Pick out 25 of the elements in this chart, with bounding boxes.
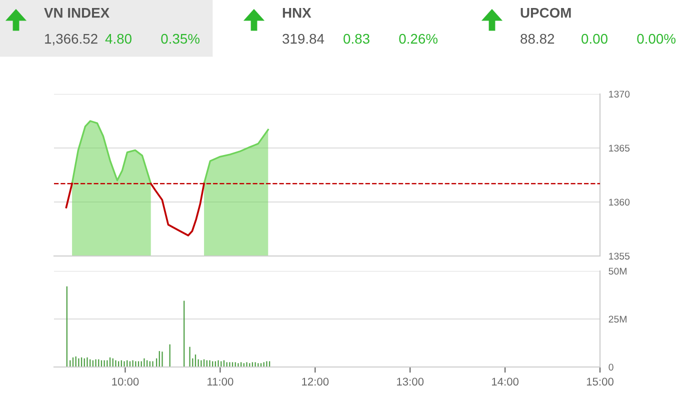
text: 0.83 xyxy=(344,34,370,44)
text: 88.82 xyxy=(520,34,554,44)
text: UPCOM xyxy=(520,8,571,18)
text: 0.35% xyxy=(161,34,200,44)
text: 319.84 xyxy=(282,34,324,44)
text: VN INDEX xyxy=(44,8,110,18)
text: HNX xyxy=(282,8,312,18)
x-tick-label: 14:00 xyxy=(492,378,519,386)
y-tick-label: 50M xyxy=(608,268,626,275)
y-tick-label: 1370 xyxy=(609,90,630,98)
text: 0.26% xyxy=(399,34,438,44)
text: 0.00% xyxy=(637,34,676,44)
x-tick-label: 12:00 xyxy=(302,378,329,386)
x-tick-label: 11:00 xyxy=(208,378,234,386)
text: 0.00 xyxy=(582,34,608,44)
text: 4.80 xyxy=(105,34,132,44)
y-tick-label: 0 xyxy=(608,364,614,371)
x-tick-label: 15:00 xyxy=(586,378,614,386)
y-tick-label: 1365 xyxy=(609,144,630,152)
text: 1,366.52 xyxy=(45,34,98,46)
y-tick-label: 1355 xyxy=(609,252,630,260)
y-tick-label: 25M xyxy=(608,316,626,323)
x-tick-label: 10:00 xyxy=(112,378,139,386)
x-tick-label: 13:00 xyxy=(397,378,424,386)
y-tick-label: 1360 xyxy=(609,198,630,206)
